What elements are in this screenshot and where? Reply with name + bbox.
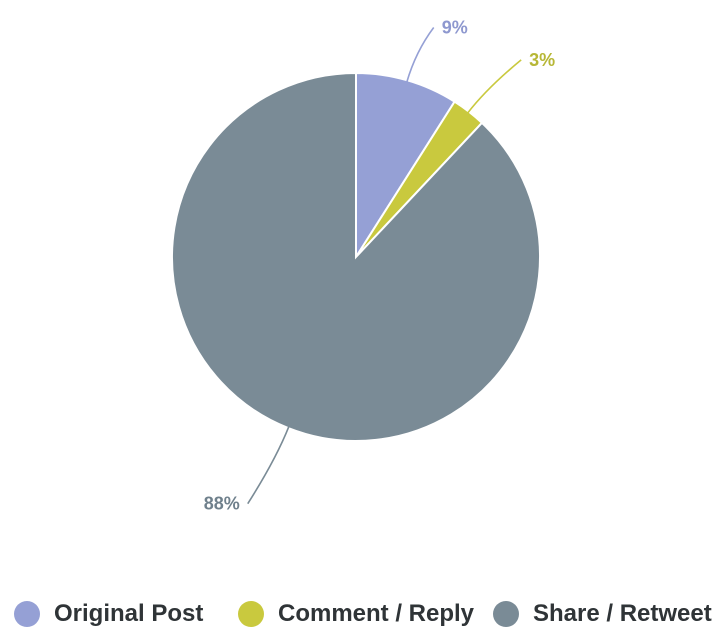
leader-line-comment-reply	[466, 59, 522, 114]
legend-swatch-comment-reply	[238, 601, 264, 627]
leader-line-share-retweet	[247, 425, 290, 505]
percent-labels: 9% 3% 88%	[204, 17, 555, 513]
leader-line-original-post	[406, 27, 435, 83]
legend-item-share-retweet[interactable]: Share / Retweet	[493, 600, 712, 628]
pie-slices	[171, 71, 541, 442]
legend-item-comment-reply[interactable]: Comment / Reply	[238, 600, 474, 628]
legend-item-original-post[interactable]: Original Post	[14, 600, 203, 628]
leader-lines	[247, 27, 522, 505]
legend-label-comment-reply: Comment / Reply	[278, 600, 475, 627]
legend-swatch-share-retweet	[493, 601, 519, 627]
percent-label-share-retweet: 88%	[204, 494, 240, 514]
pie-slice-share-retweet[interactable]	[171, 71, 541, 442]
legend: Original Post Comment / Reply Share / Re…	[0, 600, 715, 640]
legend-label-share-retweet: Share / Retweet	[533, 600, 712, 627]
legend-label-original-post: Original Post	[54, 600, 204, 627]
percent-label-comment-reply: 3%	[529, 50, 555, 70]
legend-swatch-original-post	[14, 601, 40, 627]
pie-chart: 9% 3% 88%	[171, 17, 555, 514]
percent-label-original-post: 9%	[442, 17, 468, 37]
